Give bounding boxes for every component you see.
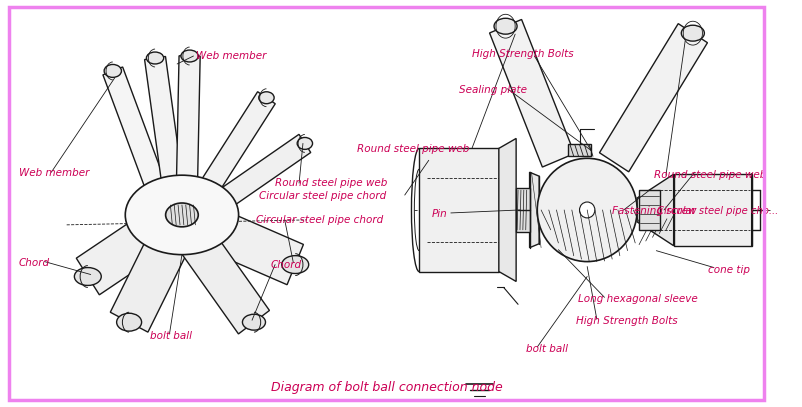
Ellipse shape (147, 52, 164, 64)
Polygon shape (191, 203, 303, 285)
Polygon shape (674, 174, 752, 246)
Ellipse shape (298, 138, 313, 149)
Text: Sealing plate: Sealing plate (459, 85, 527, 95)
Polygon shape (144, 57, 184, 199)
Text: Web member: Web member (18, 168, 89, 178)
Ellipse shape (125, 175, 238, 255)
Polygon shape (103, 67, 171, 204)
Ellipse shape (259, 92, 274, 104)
Polygon shape (192, 92, 275, 206)
Polygon shape (489, 20, 574, 167)
Text: Round steel pipe web: Round steel pipe web (357, 144, 469, 154)
Text: Chord: Chord (18, 258, 50, 268)
Text: Web member: Web member (196, 51, 267, 61)
Polygon shape (529, 172, 539, 248)
Polygon shape (111, 225, 191, 332)
Ellipse shape (682, 25, 704, 41)
Text: bolt ball: bolt ball (150, 331, 192, 341)
Text: Circular steel pipe cho...: Circular steel pipe cho... (658, 206, 779, 216)
Polygon shape (639, 190, 660, 230)
Ellipse shape (537, 158, 637, 262)
Ellipse shape (494, 18, 517, 34)
Text: bolt ball: bolt ball (526, 344, 568, 354)
Polygon shape (499, 138, 516, 282)
Ellipse shape (116, 313, 142, 331)
Ellipse shape (282, 256, 309, 274)
Text: Round steel pipe web: Round steel pipe web (654, 170, 767, 180)
Polygon shape (568, 144, 591, 156)
Polygon shape (637, 174, 674, 246)
Ellipse shape (181, 50, 198, 62)
Text: Pin: Pin (431, 209, 448, 219)
Polygon shape (599, 24, 707, 172)
Ellipse shape (242, 314, 265, 330)
Polygon shape (203, 134, 310, 219)
Text: High Strength Bolts: High Strength Bolts (576, 316, 678, 326)
Ellipse shape (165, 203, 198, 227)
Polygon shape (419, 149, 499, 271)
Ellipse shape (104, 64, 121, 77)
Polygon shape (76, 205, 179, 295)
Text: Long hexagonal sleeve: Long hexagonal sleeve (577, 294, 698, 304)
Polygon shape (176, 56, 200, 195)
Text: Circular steel pipe chord: Circular steel pipe chord (256, 215, 383, 225)
Polygon shape (178, 225, 269, 334)
Text: Round steel pipe web: Round steel pipe web (275, 178, 387, 188)
Ellipse shape (75, 267, 101, 285)
Text: cone tip: cone tip (708, 265, 750, 275)
Text: Circular steel pipe chord: Circular steel pipe chord (259, 191, 386, 201)
Text: Chord: Chord (270, 260, 302, 269)
Polygon shape (516, 188, 529, 232)
Text: Diagram of bolt ball connection node: Diagram of bolt ball connection node (270, 381, 502, 394)
Text: High Strength Bolts: High Strength Bolts (472, 49, 573, 59)
Text: Fastening screw: Fastening screw (612, 206, 697, 216)
Ellipse shape (580, 202, 595, 218)
